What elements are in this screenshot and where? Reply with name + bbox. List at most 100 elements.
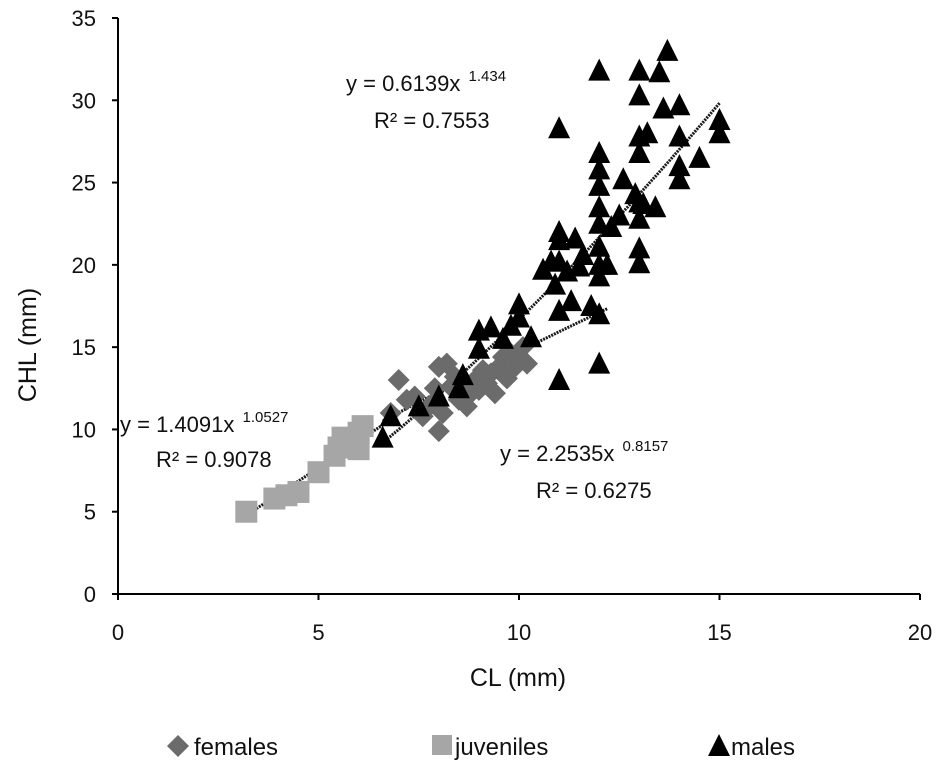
data-point-males — [560, 289, 583, 312]
data-point-males — [520, 325, 543, 348]
equation-females: y = 2.2535x 0.8157 R² = 0.6275 — [500, 438, 668, 503]
svg-text:y = 2.2535x 0.8157: y = 2.2535x 0.8157 — [500, 438, 668, 466]
data-point-males — [596, 252, 619, 275]
data-point-males — [548, 368, 571, 391]
data-point-males — [628, 58, 651, 81]
legend-label-juveniles: juveniles — [454, 734, 548, 761]
data-points — [235, 38, 731, 523]
legend-square-marker — [432, 735, 452, 755]
x-tick-label: 5 — [312, 620, 324, 645]
y-tick-label: 20 — [72, 253, 96, 278]
x-tick-label: 0 — [112, 620, 124, 645]
data-point-females — [516, 352, 539, 375]
data-point-males — [447, 376, 470, 399]
y-tick-label: 5 — [84, 500, 96, 525]
data-point-males — [668, 167, 691, 190]
data-point-males — [644, 195, 667, 218]
data-point-juveniles — [235, 500, 258, 523]
data-point-males — [600, 215, 623, 238]
x-tick-label: 20 — [908, 620, 932, 645]
data-point-males — [588, 157, 611, 180]
data-point-males — [708, 121, 731, 144]
x-tick-label: 10 — [507, 620, 531, 645]
data-point-males — [628, 236, 651, 259]
data-point-males — [544, 272, 567, 295]
data-point-males — [588, 264, 611, 287]
data-point-males — [628, 206, 651, 229]
data-point-males — [548, 228, 571, 251]
data-point-males — [608, 203, 631, 226]
data-point-males — [588, 195, 611, 218]
data-point-females — [431, 401, 454, 424]
legend-diamond-marker — [167, 735, 189, 757]
data-point-males — [588, 58, 611, 81]
data-point-males — [636, 121, 659, 144]
data-point-males — [508, 292, 530, 315]
data-point-males — [407, 394, 430, 417]
data-point-males — [572, 242, 595, 265]
legend-item-juveniles: juveniles — [432, 734, 548, 761]
y-tick-label: 15 — [72, 335, 96, 360]
data-point-males — [588, 234, 611, 257]
y-tick-label: 0 — [84, 582, 96, 607]
data-point-males — [427, 384, 450, 407]
data-point-males — [379, 404, 402, 427]
data-point-males — [588, 351, 611, 374]
data-point-juveniles — [287, 480, 310, 503]
data-point-males — [628, 83, 651, 106]
data-point-males — [479, 315, 502, 338]
equation-females-main: y = 2.2535x — [500, 441, 614, 466]
data-point-females — [387, 369, 410, 392]
data-point-males — [508, 305, 530, 328]
svg-text:y = 0.6139x 1.434: y = 0.6139x 1.434 — [346, 68, 506, 96]
data-point-males — [648, 60, 671, 83]
data-point-males — [548, 298, 571, 321]
y-tick-label: 35 — [72, 6, 96, 31]
equation-males-exponent: 1.434 — [469, 68, 507, 85]
ticks: 0 5 10 15 20 25 30 35 0 5 10 15 20 — [72, 6, 933, 645]
x-axis-title: CL (mm) — [470, 664, 566, 692]
y-axis-title: CHL (mm) — [14, 288, 42, 402]
data-point-females — [483, 382, 506, 405]
data-point-males — [688, 145, 711, 168]
data-point-males — [588, 302, 611, 325]
data-point-males — [612, 167, 635, 190]
data-point-males — [548, 116, 571, 139]
y-tick-label: 30 — [72, 88, 96, 113]
y-tick-label: 25 — [72, 171, 96, 196]
data-point-males — [668, 93, 691, 116]
equation-males: y = 0.6139x 1.434 R² = 0.7553 — [346, 68, 506, 133]
data-point-males — [668, 124, 691, 147]
y-tick-label: 10 — [72, 417, 96, 442]
legend-triangle-marker — [708, 734, 730, 756]
data-point-females — [427, 420, 450, 443]
data-point-males — [588, 140, 611, 163]
data-point-males — [451, 363, 474, 386]
legend-item-females: females — [167, 734, 278, 761]
legend-item-males: males — [708, 734, 795, 761]
data-point-males — [628, 251, 651, 274]
data-point-males — [656, 38, 679, 61]
equation-males-r2: R² = 0.7553 — [374, 108, 490, 133]
equation-juveniles-exponent: 1.0527 — [243, 409, 289, 426]
data-point-males — [568, 254, 591, 277]
svg-text:y = 1.4091x 1.0527: y = 1.4091x 1.0527 — [120, 409, 288, 437]
equation-males-main: y = 0.6139x — [346, 71, 460, 96]
data-point-females — [491, 346, 514, 369]
equation-juveniles-main: y = 1.4091x — [120, 412, 234, 437]
equation-females-r2: R² = 0.6275 — [536, 478, 652, 503]
equation-females-exponent: 0.8157 — [623, 438, 669, 455]
equation-juveniles: y = 1.4091x 1.0527 R² = 0.9078 — [120, 409, 288, 472]
legend: females juveniles males — [167, 734, 795, 761]
data-point-males — [588, 173, 611, 196]
legend-label-females: females — [194, 734, 278, 761]
data-point-males — [668, 154, 691, 177]
data-point-males — [628, 140, 651, 163]
data-point-males — [371, 425, 394, 448]
data-point-males — [491, 326, 514, 349]
equation-juveniles-r2: R² = 0.9078 — [156, 447, 272, 472]
data-point-males — [564, 226, 587, 249]
data-point-males — [467, 336, 490, 359]
data-point-males — [652, 96, 675, 119]
